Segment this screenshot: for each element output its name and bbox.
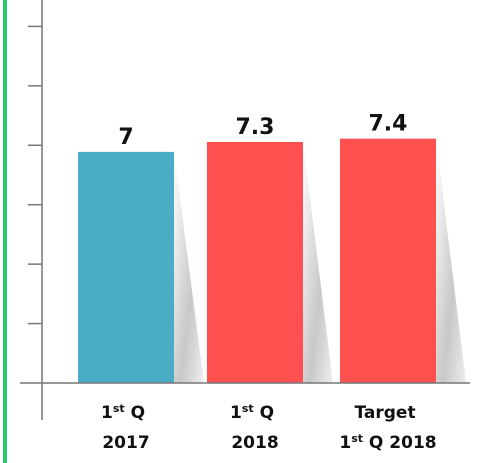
x-tick-label: 1st Q 2017 [101,402,151,454]
bar-shadow [436,138,466,383]
value-label: 7 [118,125,133,150]
bar [207,141,303,383]
bar [340,138,436,383]
bar-shadow [303,141,333,383]
value-label: 7.4 [369,112,408,137]
bar [78,151,174,383]
bar-shadow [174,151,204,383]
x-tick-label: Target 1st Q 2018 [339,403,436,453]
x-tick-label: 1st Q 2018 [230,402,280,454]
value-label: 7.3 [236,115,275,140]
